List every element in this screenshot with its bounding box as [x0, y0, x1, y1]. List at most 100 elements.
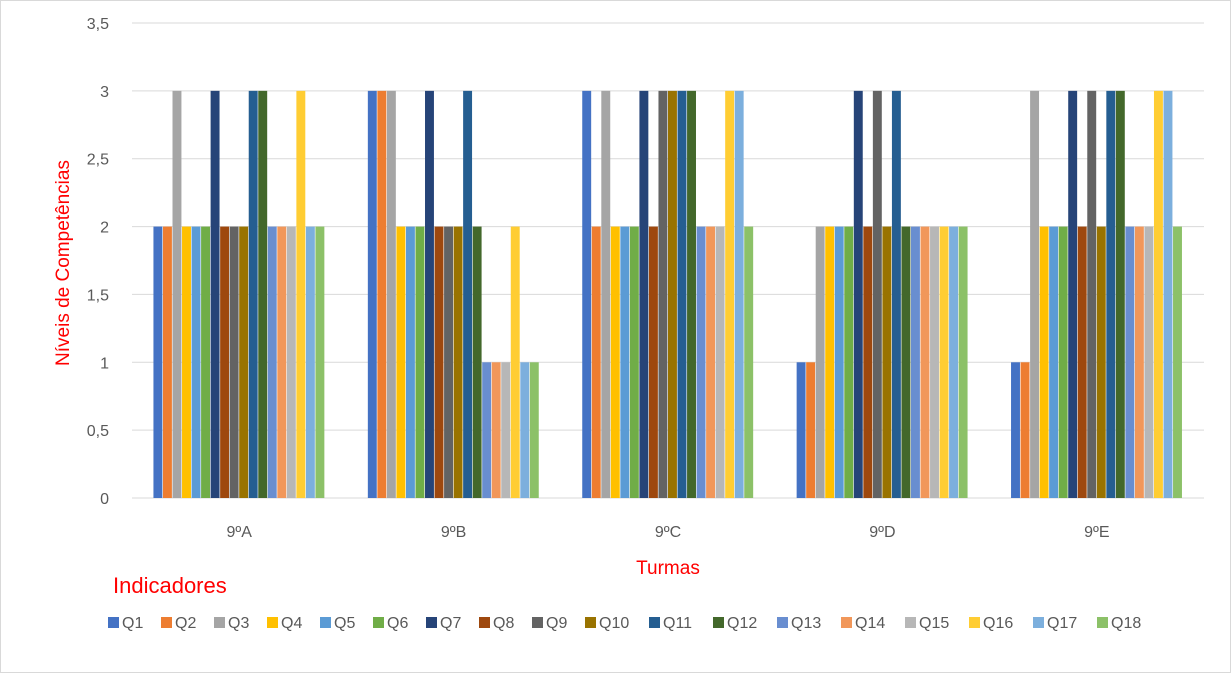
legend-label-q12: Q12	[727, 615, 757, 632]
bar-q7-0	[210, 90, 220, 498]
bar-q6-1	[415, 226, 425, 499]
bar-q16-0	[296, 90, 306, 498]
bar-q3-1	[386, 90, 396, 498]
legend-swatch-q10	[585, 617, 596, 628]
legend-swatch-q6	[373, 617, 384, 628]
bar-q18-4	[1173, 226, 1182, 499]
bar-q6-0	[201, 226, 211, 499]
bar-q7-2	[639, 90, 649, 498]
bar-q17-3	[949, 226, 959, 499]
legend-label-q2: Q2	[175, 615, 196, 632]
bar-q11-4	[1106, 90, 1116, 498]
legend-swatch-q7	[426, 617, 437, 628]
bars	[153, 90, 1182, 499]
bar-q3-3	[815, 226, 825, 499]
legend-label-q1: Q1	[122, 615, 143, 632]
bar-q12-0	[258, 90, 268, 498]
y-tick-label: 2,5	[87, 152, 109, 169]
bar-q4-0	[182, 226, 191, 499]
bar-q4-3	[825, 226, 835, 499]
bar-q5-3	[834, 226, 844, 499]
bar-q6-2	[629, 226, 639, 499]
bar-q12-2	[687, 90, 696, 498]
bar-q2-4	[1020, 362, 1030, 498]
y-tick-label: 2	[100, 220, 109, 237]
bar-q4-2	[610, 226, 620, 499]
bar-q1-0	[153, 226, 163, 499]
y-tick-label: 3,5	[87, 16, 109, 33]
y-axis-ticks: 0 0,5 1 1,5 2 2,5 3 3,5	[87, 16, 109, 508]
bar-q11-1	[463, 90, 473, 498]
bar-q12-4	[1115, 90, 1125, 498]
bar-q9-1	[444, 226, 453, 499]
bar-q8-1	[434, 226, 444, 499]
y-tick-label: 1,5	[87, 287, 109, 304]
legend-label-q10: Q10	[599, 615, 629, 632]
bar-q17-4	[1163, 90, 1173, 498]
bar-q5-2	[620, 226, 630, 499]
bar-q15-2	[715, 226, 725, 499]
bar-q17-0	[305, 226, 315, 499]
legend-swatch-q4	[267, 617, 278, 628]
bar-q16-1	[510, 226, 520, 499]
bar-q10-1	[453, 226, 463, 499]
bar-q13-3	[910, 226, 920, 499]
bar-q11-2	[677, 90, 687, 498]
bar-q15-0	[286, 226, 296, 499]
y-tick-label: 0,5	[87, 423, 109, 440]
legend-label-q13: Q13	[791, 615, 821, 632]
legend-swatch-q2	[161, 617, 172, 628]
bar-q8-3	[863, 226, 873, 499]
bar-q2-1	[377, 90, 387, 498]
y-tick-label: 1	[100, 355, 109, 372]
bar-q8-4	[1077, 226, 1087, 499]
bar-q13-0	[267, 226, 277, 499]
bar-q2-2	[591, 226, 601, 499]
bar-q11-3	[891, 90, 901, 498]
legend-swatch-q16	[969, 617, 980, 628]
bar-q5-0	[191, 226, 201, 499]
bar-q1-2	[582, 90, 592, 498]
legend-swatch-q13	[777, 617, 788, 628]
x-tick-label: 9ºC	[655, 524, 681, 541]
legend-swatch-q18	[1097, 617, 1108, 628]
bar-q18-2	[744, 226, 754, 499]
bar-q6-4	[1058, 226, 1068, 499]
bar-q1-4	[1011, 362, 1020, 498]
bar-q12-1	[472, 226, 482, 499]
bar-q16-4	[1153, 90, 1163, 498]
bar-q9-3	[872, 90, 882, 498]
bar-q18-0	[315, 226, 325, 499]
bar-q10-2	[668, 90, 677, 498]
y-tick-label: 3	[100, 84, 109, 101]
legend-label-q3: Q3	[228, 615, 249, 632]
x-tick-label: 9ºD	[869, 524, 895, 541]
legend-swatch-q9	[532, 617, 543, 628]
bar-q17-2	[734, 90, 744, 498]
bar-q2-3	[806, 362, 816, 498]
bar-q1-1	[367, 90, 377, 498]
bar-q16-3	[939, 226, 949, 499]
bar-q15-1	[501, 362, 511, 498]
bar-q8-0	[220, 226, 230, 499]
legend-label-q17: Q17	[1047, 615, 1077, 632]
legend: Q1 Q2 Q3 Q4 Q5 Q6 Q7 Q8 Q9 Q10 Q11 Q12 Q13 Q14 Q15 Q16 Q…	[108, 615, 1141, 632]
bar-q1-3	[796, 362, 806, 498]
legend-label-q9: Q9	[546, 615, 567, 632]
legend-swatch-q17	[1033, 617, 1044, 628]
bar-q15-4	[1144, 226, 1154, 499]
bar-q10-3	[882, 226, 892, 499]
legend-swatch-q3	[214, 617, 225, 628]
bar-q18-1	[529, 362, 539, 498]
legend-swatch-q12	[713, 617, 724, 628]
legend-label-q15: Q15	[919, 615, 949, 632]
legend-swatch-q8	[479, 617, 490, 628]
x-tick-label: 9ºB	[441, 524, 466, 541]
legend-label-q18: Q18	[1111, 615, 1141, 632]
legend-label-q8: Q8	[493, 615, 514, 632]
legend-label-q14: Q14	[855, 615, 885, 632]
legend-label-q11: Q11	[663, 615, 692, 632]
bar-q10-4	[1096, 226, 1106, 499]
bar-q14-2	[706, 226, 716, 499]
